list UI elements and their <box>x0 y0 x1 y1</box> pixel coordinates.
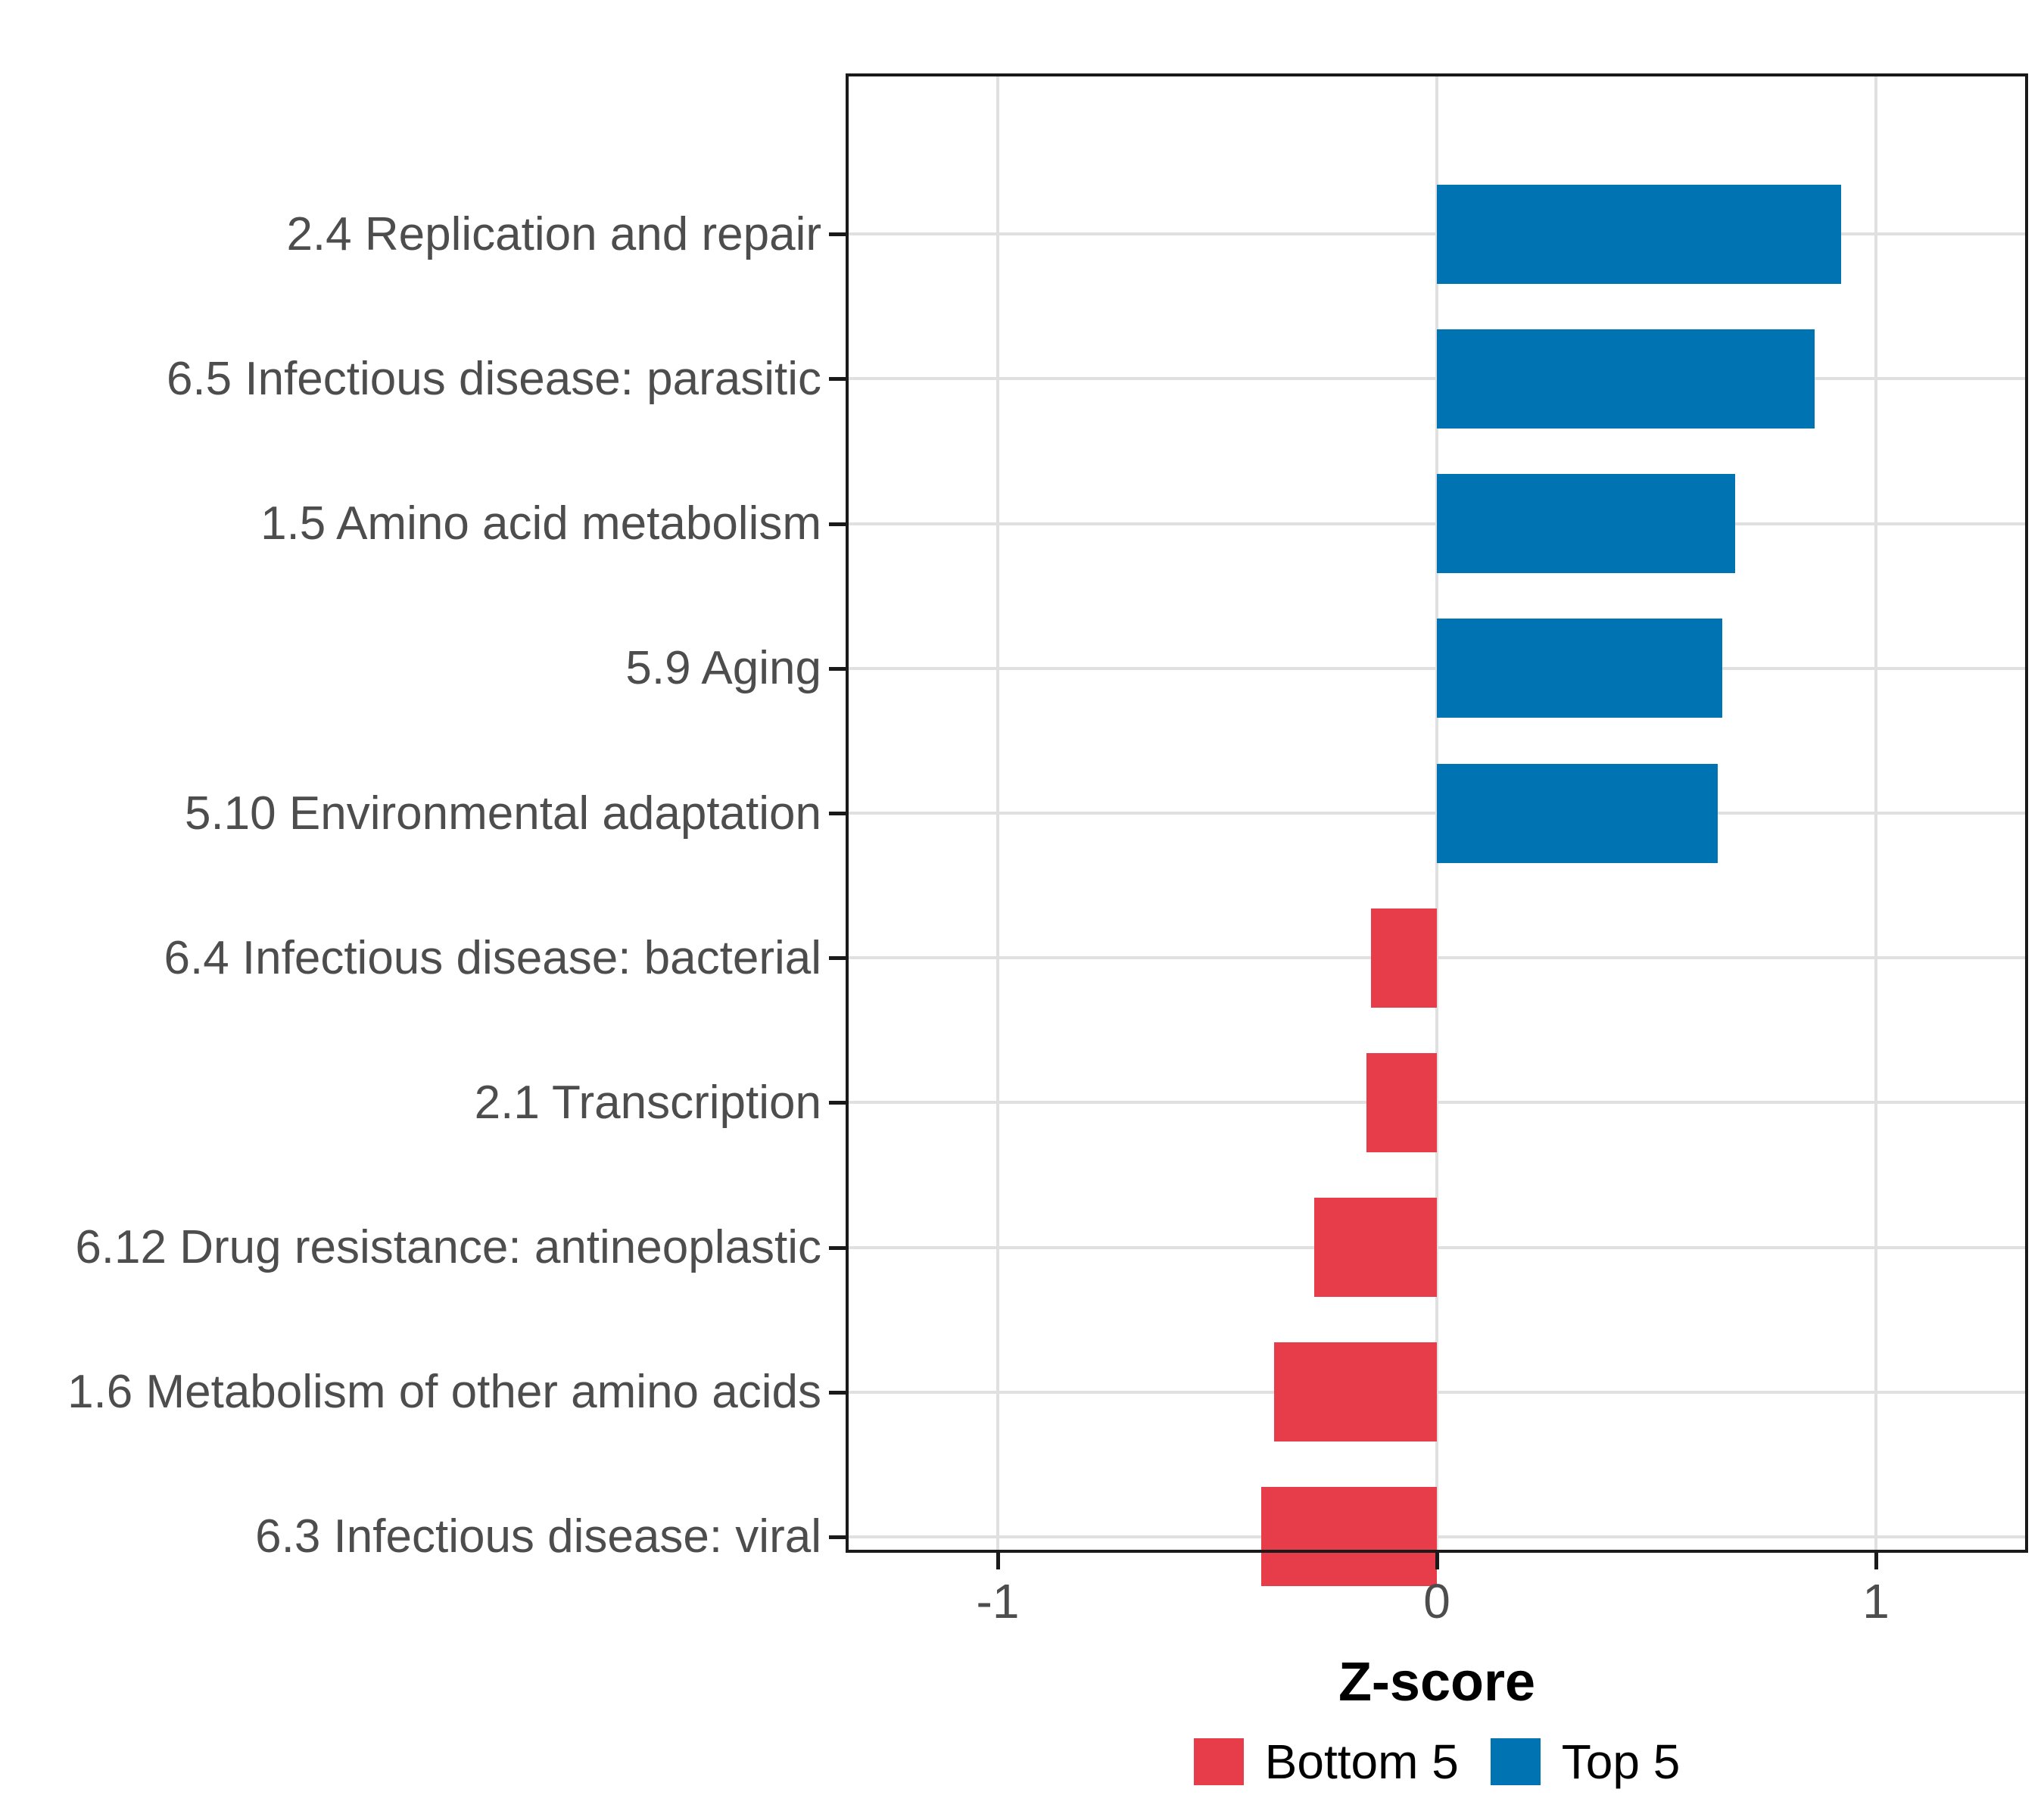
x-axis-tick-mark <box>1435 1553 1439 1569</box>
y-axis-label: 2.1 Transcription <box>474 1076 821 1129</box>
horizontal-gridline <box>847 956 2027 960</box>
legend-label: Top 5 <box>1561 1734 1681 1789</box>
x-axis-tick-label: 0 <box>1423 1574 1450 1628</box>
y-axis-label: 5.10 Environmental adaptation <box>184 787 821 840</box>
horizontal-gridline <box>847 1535 2027 1538</box>
legend-label: Bottom 5 <box>1264 1734 1459 1789</box>
bar <box>1313 1198 1437 1298</box>
y-axis-label: 6.3 Infectious disease: viral <box>255 1510 821 1563</box>
legend-item: Top 5 <box>1490 1734 1681 1789</box>
bar <box>1437 184 1841 284</box>
y-axis-label: 1.5 Amino acid metabolism <box>260 497 821 550</box>
horizontal-gridline <box>847 1245 2027 1249</box>
legend: Bottom 5 Top 5 <box>847 1735 2027 1788</box>
bar <box>1366 1052 1437 1152</box>
x-axis-tick-label: 1 <box>1862 1574 1890 1628</box>
bar <box>1261 1487 1437 1587</box>
y-axis-label: 6.12 Drug resistance: antineoplastic <box>75 1221 821 1274</box>
y-axis-tick-mark <box>829 1535 846 1539</box>
legend-item: Bottom 5 <box>1193 1734 1459 1789</box>
bar <box>1437 763 1718 863</box>
bar <box>1437 329 1815 429</box>
bar <box>1371 908 1437 1008</box>
y-axis-tick-mark <box>829 377 846 382</box>
y-axis-label: 6.4 Infectious disease: bacterial <box>164 931 821 984</box>
y-axis-tick-mark <box>829 666 846 671</box>
y-axis-tick-mark <box>829 1101 846 1105</box>
y-axis-tick-mark <box>829 232 846 237</box>
y-axis-tick-mark <box>829 522 846 526</box>
plot-panel <box>847 75 2027 1587</box>
legend-key-swatch <box>1193 1738 1244 1785</box>
bar <box>1437 619 1722 718</box>
y-axis-label: 1.6 Metabolism of other amino acids <box>67 1366 821 1419</box>
x-axis-tick-label: -1 <box>976 1574 1020 1628</box>
y-axis-tick-mark <box>829 956 846 961</box>
y-axis-label: 5.9 Aging <box>625 642 821 695</box>
bar <box>1274 1342 1437 1442</box>
legend-key-swatch <box>1490 1738 1541 1785</box>
y-axis-tick-mark <box>829 1245 846 1250</box>
y-axis-label: 2.4 Replication and repair <box>286 207 821 260</box>
horizontal-gridline <box>847 1101 2027 1105</box>
x-axis-title: Z-score <box>1338 1652 1536 1713</box>
bar <box>1437 474 1736 574</box>
y-axis-label: 6.5 Infectious disease: parasitic <box>166 352 821 405</box>
x-axis-tick-mark <box>996 1553 1000 1569</box>
x-axis-tick-mark <box>1874 1553 1878 1569</box>
horizontal-gridline <box>847 1390 2027 1394</box>
y-axis-tick-mark <box>829 812 846 815</box>
y-axis-tick-mark <box>829 1390 846 1395</box>
